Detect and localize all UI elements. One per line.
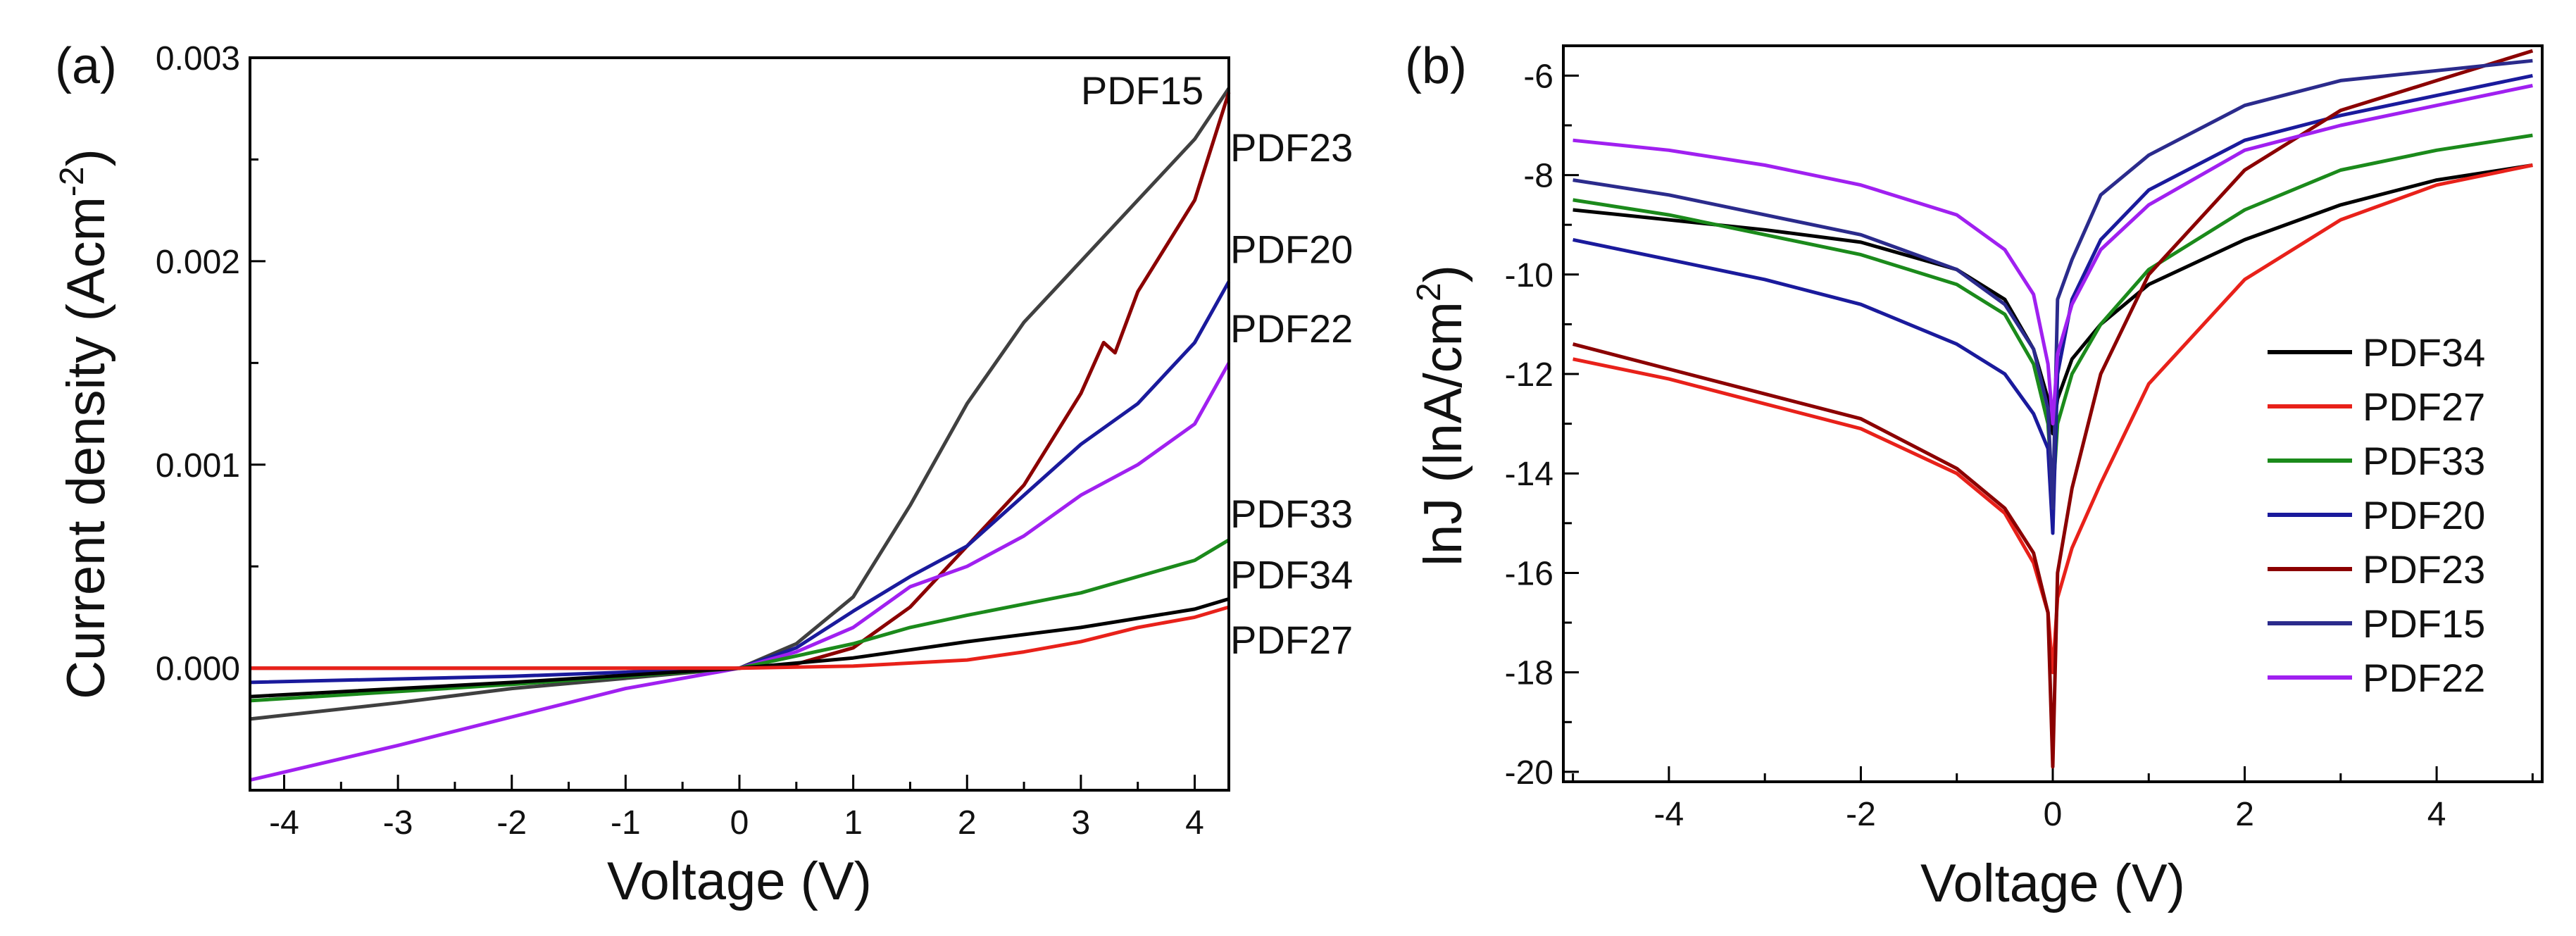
panel-b-y-ticks: -20 -18 -16 -14 -12 -10 -8 -6: [1505, 58, 1579, 792]
panel-a-y-axis-title-superscript: -2: [54, 166, 91, 196]
panel-b-x-tick-label: -4: [1654, 796, 1684, 833]
panel-b-series-pdf22: [1573, 84, 2533, 426]
panel-a-annotation-pdf23: PDF23: [1230, 125, 1353, 170]
panel-b-x-ticks: -4 -2 0 2 4: [1572, 766, 2534, 833]
panel-a-y-axis-title-main: Current density (Acm: [56, 196, 116, 699]
panel-b-y-axis-title-main: lnJ (lnA/cm: [1413, 301, 1473, 566]
panel-b-y-tick-label: -20: [1505, 754, 1553, 792]
panel-b-x-tick-label: 2: [2235, 796, 2254, 833]
panel-a-x-tick-label: 0: [730, 804, 749, 842]
panel-a-x-tick-label: -3: [383, 804, 413, 842]
panel-b-y-axis-title-close: ): [1413, 265, 1473, 282]
panel-b-series-pdf15: [1573, 58, 2533, 511]
panel-b-x-axis-title: Voltage (V): [1920, 854, 2185, 913]
panel-b-x-tick-label: 0: [2044, 796, 2063, 833]
legend-label-pdf15: PDF15: [2363, 601, 2485, 646]
panel-a-x-tick-label: 1: [844, 804, 863, 842]
panel-a-series-pdf20: [249, 280, 1231, 685]
panel-b-y-tick-label: -6: [1523, 58, 1553, 95]
panel-a-annotation-pdf22: PDF22: [1230, 306, 1353, 351]
panel-b-y-tick-label: -10: [1505, 257, 1553, 294]
panel-a-x-tick-label: 4: [1185, 804, 1204, 842]
panel-b-y-tick-label: -16: [1505, 555, 1553, 592]
panel-a-x-tick-label: -1: [611, 804, 641, 842]
panel-b-x-tick-label: -2: [1846, 796, 1876, 833]
panel-b-series-pdf27: [1573, 163, 2533, 675]
panel-b-series-pdf23: [1572, 49, 2534, 769]
panel-a-x-tick-label: 2: [958, 804, 977, 842]
legend-label-pdf22: PDF22: [2363, 656, 2485, 700]
panel-a-series: [249, 87, 1231, 782]
legend-label-pdf34: PDF34: [2363, 330, 2485, 375]
panel-b-y-tick-label: -14: [1505, 456, 1553, 493]
panel-a-y-tick-label: 0.001: [156, 447, 240, 485]
panel-a-frame: [249, 56, 1230, 792]
panel-a-x-ticks: -4 -3 -2 -1 0 1 2 3 4: [269, 775, 1204, 842]
panel-b-y-tick-label: -8: [1523, 158, 1553, 195]
panel-a-annotation-pdf34: PDF34: [1230, 553, 1353, 597]
panel-a-series-pdf15: [249, 87, 1231, 721]
panel-a-x-axis-title: Voltage (V): [607, 851, 872, 911]
panel-a-label: (a): [55, 38, 117, 94]
panel-a-series-pdf33: [249, 538, 1230, 703]
panel-a-annotation-pdf20: PDF20: [1230, 227, 1353, 271]
panel-b-y-tick-label: -18: [1505, 655, 1553, 692]
panel-a-x-tick-label: -4: [269, 804, 299, 842]
panel-b-series: [1572, 49, 2534, 769]
panel-b: (b) -20-18-16-14-12-10-8-6 -4 -2 0 2 4 PDF34…: [1405, 38, 2544, 913]
panel-a-x-tick-label: 3: [1072, 804, 1091, 842]
panel-b-frame: [1562, 44, 2544, 783]
panel-b-series-pdf20: [1573, 73, 2533, 535]
panel-b-legend: PDF34 PDF27 PDF33 PDF20 PDF23 PDF15 PDF22: [2268, 330, 2485, 700]
panel-b-label: (b): [1405, 38, 1467, 94]
panel-a-annotation-pdf27: PDF27: [1230, 618, 1353, 662]
panel-a-y-axis-title-close: ): [56, 149, 116, 166]
panel-b-y-axis-title: lnJ (lnA/cm2): [1411, 265, 1473, 566]
panel-a-annotation-pdf15: PDF15: [1081, 68, 1203, 113]
panel-a-y-tick-label: 0.000: [156, 651, 240, 688]
panel-b-y-tick-label: -12: [1505, 356, 1553, 394]
panel-b-x-tick-label: 4: [2427, 796, 2446, 833]
panel-a-x-tick-label: -2: [496, 804, 527, 842]
panel-a-y-axis-title: Current density (Acm-2): [54, 149, 116, 699]
legend-label-pdf23: PDF23: [2363, 547, 2485, 592]
panel-a-series-pdf22: [249, 362, 1231, 782]
legend-label-pdf33: PDF33: [2363, 439, 2485, 483]
panel-a-annotations: PDF15 PDF23 PDF20 PDF22 PDF33 PDF34 PDF27: [1081, 68, 1353, 662]
legend-label-pdf20: PDF20: [2363, 493, 2485, 537]
panel-a-series-pdf27: [250, 605, 1230, 670]
panel-b-y-axis-title-superscript: 2: [1411, 282, 1448, 301]
panel-a-y-tick-label: 0.003: [156, 40, 240, 77]
panel-a-y-tick-label: 0.002: [156, 244, 240, 281]
panel-a: (a) 0.000 0.001 0.002 0.003 -4 -3 -2 -1 0 1 2 3 4 P…: [54, 38, 1353, 911]
panel-a-series-pdf34: [249, 597, 1230, 699]
panel-a-series-pdf23: [250, 92, 1231, 670]
panel-a-annotation-pdf33: PDF33: [1230, 492, 1353, 536]
legend-label-pdf27: PDF27: [2363, 385, 2485, 429]
